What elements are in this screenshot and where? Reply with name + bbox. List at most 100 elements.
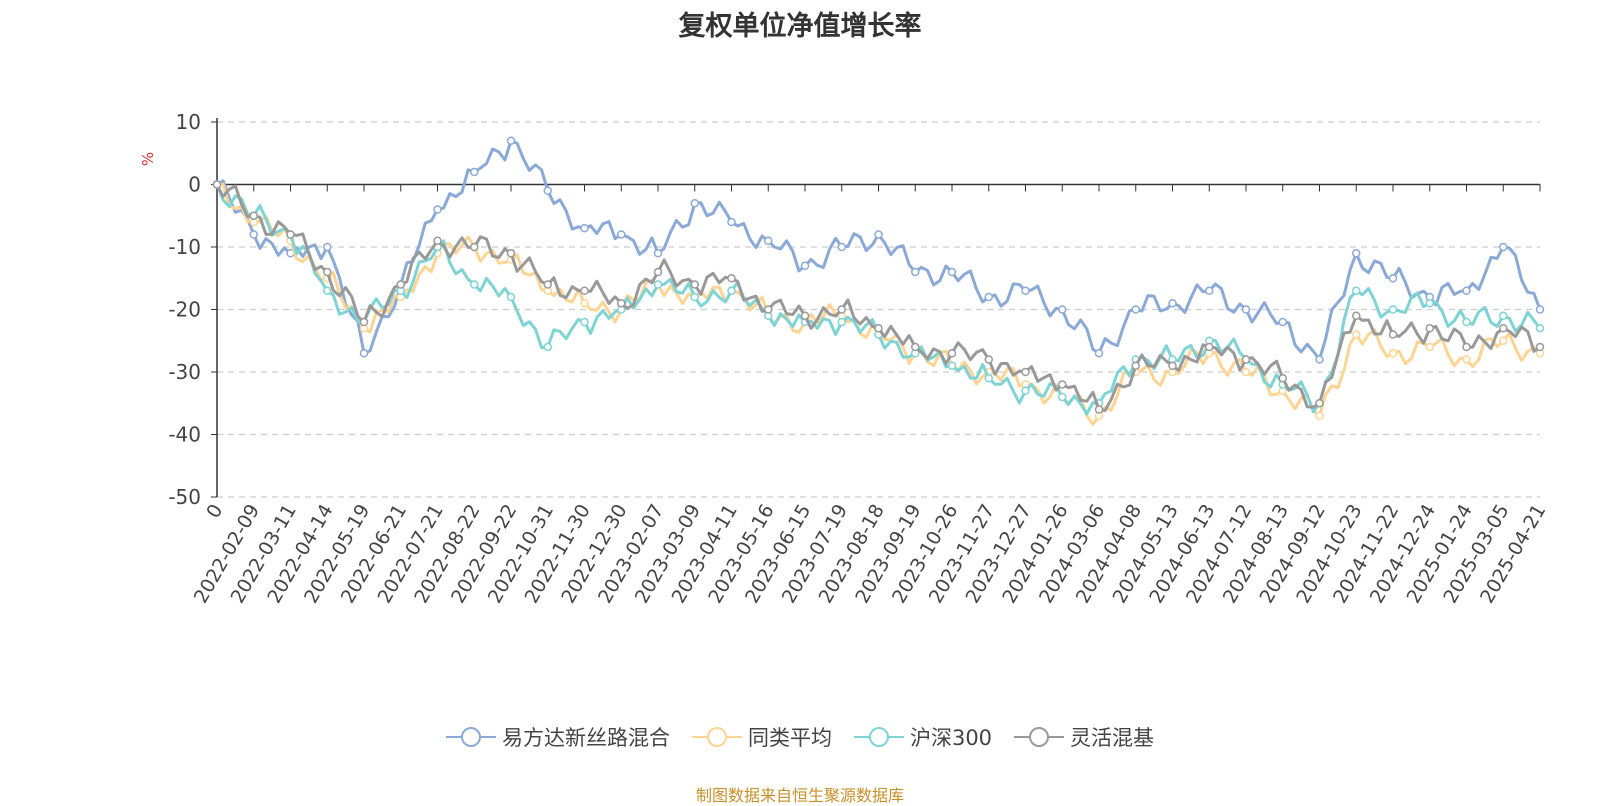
data-point (1094, 349, 1104, 358)
data-point (543, 280, 552, 289)
data-point (1315, 399, 1324, 408)
data-point (323, 267, 332, 277)
legend: 易方达新丝路混合 同类平均 沪深300 灵活混基 (0, 722, 1600, 752)
y-tick-label: -20 (168, 298, 201, 322)
data-point (1535, 342, 1545, 352)
data-point (543, 186, 552, 195)
data-point (653, 280, 663, 289)
data-point (1352, 286, 1361, 295)
legend-label: 沪深300 (909, 726, 993, 750)
data-point (212, 180, 222, 189)
chart-title: 复权单位净值增长率 (678, 11, 922, 42)
data-point (1241, 355, 1251, 364)
data-point (1499, 311, 1508, 320)
data-point (617, 299, 626, 308)
data-point (1462, 286, 1471, 295)
data-point (727, 217, 736, 227)
data-point (1058, 305, 1067, 314)
data-point (1278, 317, 1287, 327)
data-point (1241, 305, 1251, 314)
data-point (470, 280, 479, 289)
data-point (1094, 405, 1104, 414)
data-point (874, 324, 883, 333)
data-point (1462, 342, 1471, 352)
data-point (433, 205, 442, 214)
data-point (580, 224, 589, 233)
data-point (1388, 349, 1398, 358)
y-tick-label: 10 (176, 110, 201, 134)
y-tick-label: 0 (188, 173, 201, 197)
data-point (727, 274, 736, 283)
data-point (947, 267, 957, 277)
data-point (1352, 311, 1361, 320)
data-point (1425, 299, 1434, 308)
data-point (984, 292, 993, 302)
line-chart: 10 0 -10 -20 -30 -40 -50 02022-02-092022-03-11… (168, 110, 1550, 607)
legend-line-circle-icon (853, 727, 904, 747)
data-point (1499, 324, 1508, 333)
data-point (1168, 361, 1177, 370)
data-point (580, 286, 589, 295)
series-line (216, 182, 1542, 426)
legend-item[interactable]: 同类平均 (691, 722, 832, 752)
y-tick-label: -10 (168, 235, 201, 259)
legend-item[interactable]: 易方达新丝路混合 (445, 722, 670, 752)
legend-label: 易方达新丝路混合 (501, 726, 670, 750)
data-point (470, 167, 479, 177)
legend-item[interactable]: 灵活混基 (1014, 722, 1154, 752)
grid-lines (217, 121, 1540, 498)
data-point (1388, 330, 1398, 339)
data-point (249, 230, 258, 239)
y-tick-label: -50 (168, 485, 201, 509)
legend-label: 同类平均 (747, 726, 832, 750)
data-point (1535, 305, 1545, 314)
data-point (1131, 361, 1140, 370)
data-point (653, 267, 663, 277)
data-point (1021, 367, 1030, 377)
data-point (506, 292, 516, 302)
data-point (359, 349, 369, 358)
data-point (506, 249, 516, 258)
data-point (874, 230, 883, 239)
data-point (617, 230, 626, 239)
source-note: 制图数据来自恒生聚源数据库 (695, 786, 904, 805)
data-point (1205, 342, 1214, 352)
data-point (1315, 355, 1324, 364)
data-point (800, 311, 810, 320)
data-point (1352, 249, 1361, 258)
series-lines (212, 136, 1545, 426)
data-point (1425, 324, 1434, 333)
data-point (1462, 317, 1471, 327)
data-point (1425, 342, 1434, 352)
data-point (543, 342, 552, 352)
data-point (1352, 330, 1361, 339)
data-point (727, 286, 736, 295)
data-point (653, 249, 663, 258)
data-point (1058, 392, 1067, 402)
data-point (911, 342, 920, 352)
data-point (249, 211, 258, 220)
x-tick-label: 0 (202, 501, 227, 522)
legend-item[interactable]: 沪深300 (853, 722, 993, 752)
data-point (1278, 374, 1287, 383)
data-point (470, 242, 479, 252)
data-point (1021, 386, 1030, 395)
data-point (1241, 367, 1251, 377)
data-point (837, 242, 846, 252)
data-point (837, 317, 846, 327)
data-point (1021, 286, 1030, 295)
data-point (1499, 242, 1508, 252)
data-point (580, 317, 589, 327)
data-point (800, 261, 810, 270)
data-point (1205, 286, 1214, 295)
data-point (947, 361, 957, 370)
data-point (984, 355, 993, 364)
data-point (396, 280, 405, 289)
data-point (1388, 305, 1398, 314)
legend-line-circle-icon (1014, 727, 1065, 747)
data-point (984, 374, 993, 383)
data-point (1315, 411, 1324, 420)
y-tick-labels: 10 0 -10 -20 -30 -40 -50 (168, 110, 201, 509)
y-tick-label: -30 (168, 360, 201, 384)
data-point (1131, 305, 1140, 314)
